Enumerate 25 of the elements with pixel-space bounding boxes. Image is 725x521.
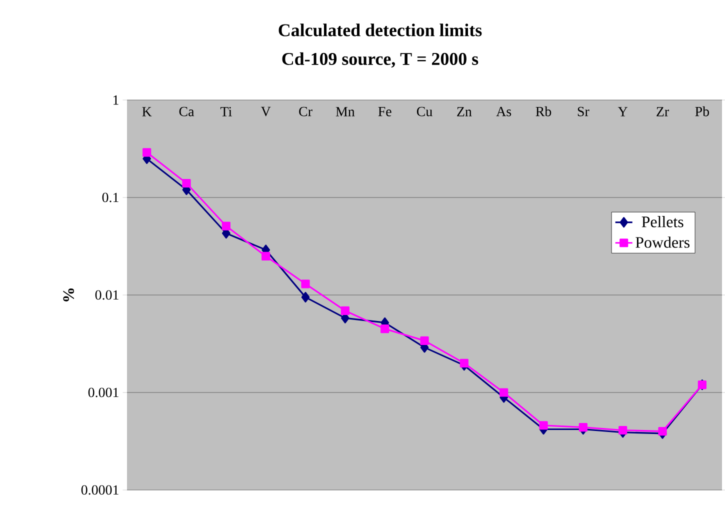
x-tick-label: K xyxy=(142,107,152,116)
x-tick-label: Cu xyxy=(416,106,432,116)
x-tick-label: Pb xyxy=(695,106,709,116)
chart-title: Calculated detection limits xyxy=(278,24,482,36)
y-tick-label: 0.0001 xyxy=(81,485,118,495)
x-tick-label: Cr xyxy=(299,106,312,116)
y-tick-label: 0.1 xyxy=(102,192,118,202)
x-tick-label: Zr xyxy=(656,107,669,116)
legend-label: Pellets xyxy=(642,216,684,228)
x-tick-label: Zn xyxy=(457,107,472,116)
x-tick-label: As xyxy=(496,106,512,116)
x-tick-label: V xyxy=(260,106,271,116)
y-tick-label: 0.001 xyxy=(88,388,118,398)
x-tick-label: Y xyxy=(618,107,628,116)
chart-subtitle: Cd-109 source, T = 2000 s xyxy=(282,52,478,68)
y-axis-title: % xyxy=(63,288,74,302)
x-tick-label: Mn xyxy=(336,107,355,116)
x-tick-label: Sr xyxy=(578,106,590,116)
legend-label: Powders xyxy=(636,236,690,248)
y-tick-label: 1 xyxy=(113,95,118,105)
x-tick-label: Ti xyxy=(220,107,232,116)
x-tick-label: Rb xyxy=(536,106,552,116)
x-tick-label: Ca xyxy=(179,106,194,116)
x-tick-label: Fe xyxy=(378,106,392,116)
y-tick-label: 0.01 xyxy=(95,290,118,300)
